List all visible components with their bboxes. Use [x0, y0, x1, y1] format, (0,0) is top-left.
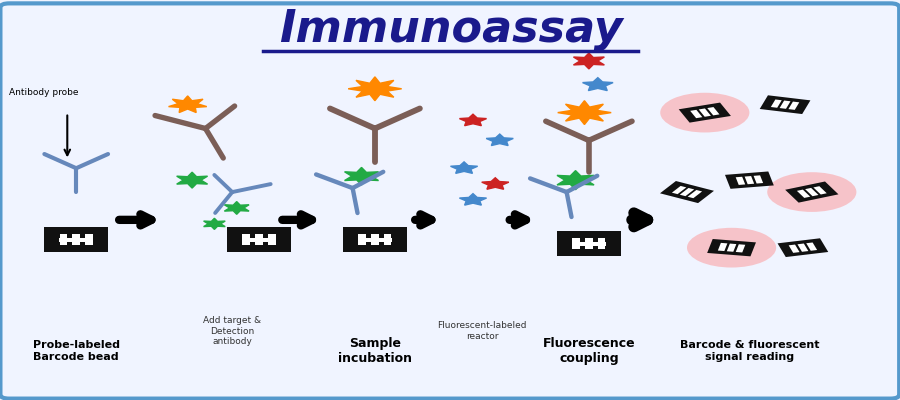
FancyBboxPatch shape	[806, 242, 817, 251]
Polygon shape	[176, 172, 208, 188]
FancyBboxPatch shape	[585, 238, 593, 249]
FancyBboxPatch shape	[806, 188, 818, 196]
Polygon shape	[558, 101, 611, 124]
FancyBboxPatch shape	[242, 234, 250, 245]
Text: Immunoassay: Immunoassay	[279, 8, 623, 51]
FancyBboxPatch shape	[727, 244, 736, 252]
FancyBboxPatch shape	[814, 186, 827, 194]
Polygon shape	[203, 218, 225, 229]
FancyBboxPatch shape	[383, 234, 392, 245]
Polygon shape	[345, 168, 379, 185]
Polygon shape	[459, 114, 487, 126]
Polygon shape	[486, 134, 513, 146]
FancyBboxPatch shape	[797, 244, 808, 252]
FancyBboxPatch shape	[788, 244, 799, 253]
FancyBboxPatch shape	[59, 238, 93, 242]
FancyBboxPatch shape	[572, 238, 580, 249]
FancyBboxPatch shape	[690, 110, 702, 118]
FancyBboxPatch shape	[760, 95, 810, 114]
FancyBboxPatch shape	[779, 100, 790, 109]
FancyBboxPatch shape	[735, 177, 745, 185]
FancyBboxPatch shape	[572, 242, 606, 246]
FancyBboxPatch shape	[358, 238, 392, 242]
Polygon shape	[573, 53, 604, 69]
FancyBboxPatch shape	[256, 234, 263, 245]
Ellipse shape	[661, 93, 750, 132]
Text: Probe-labeled
Barcode bead: Probe-labeled Barcode bead	[32, 340, 120, 362]
FancyBboxPatch shape	[660, 181, 714, 203]
FancyBboxPatch shape	[371, 234, 379, 245]
Polygon shape	[459, 194, 487, 205]
FancyBboxPatch shape	[680, 188, 694, 196]
FancyBboxPatch shape	[227, 228, 291, 252]
Polygon shape	[482, 178, 508, 189]
FancyBboxPatch shape	[86, 234, 93, 245]
FancyBboxPatch shape	[679, 102, 731, 123]
FancyBboxPatch shape	[698, 108, 711, 117]
FancyBboxPatch shape	[778, 238, 828, 257]
Text: Sample
incubation: Sample incubation	[338, 337, 412, 365]
FancyBboxPatch shape	[744, 176, 754, 184]
Text: Fluorescent-labeled
reactor: Fluorescent-labeled reactor	[437, 321, 526, 341]
FancyBboxPatch shape	[796, 190, 810, 198]
FancyBboxPatch shape	[672, 186, 687, 194]
FancyBboxPatch shape	[343, 228, 407, 252]
FancyBboxPatch shape	[688, 190, 702, 198]
FancyBboxPatch shape	[59, 234, 68, 245]
FancyBboxPatch shape	[707, 107, 719, 115]
Text: Antibody probe: Antibody probe	[9, 88, 79, 97]
FancyBboxPatch shape	[268, 234, 275, 245]
Text: Barcode & fluorescent
signal reading: Barcode & fluorescent signal reading	[680, 340, 819, 362]
Polygon shape	[451, 162, 478, 173]
FancyBboxPatch shape	[242, 238, 276, 242]
FancyBboxPatch shape	[557, 232, 621, 256]
FancyBboxPatch shape	[770, 100, 782, 108]
Polygon shape	[582, 78, 613, 90]
Text: Add target &
Detection
antibody: Add target & Detection antibody	[203, 316, 261, 346]
FancyBboxPatch shape	[72, 234, 80, 245]
Text: Fluorescence
coupling: Fluorescence coupling	[543, 337, 635, 365]
Ellipse shape	[767, 172, 857, 212]
Polygon shape	[348, 77, 401, 101]
FancyBboxPatch shape	[358, 234, 366, 245]
FancyBboxPatch shape	[0, 3, 899, 399]
FancyBboxPatch shape	[785, 182, 839, 203]
FancyBboxPatch shape	[44, 228, 108, 252]
FancyBboxPatch shape	[725, 172, 774, 189]
FancyBboxPatch shape	[788, 102, 799, 110]
Polygon shape	[557, 171, 594, 190]
FancyBboxPatch shape	[736, 244, 745, 252]
FancyBboxPatch shape	[598, 238, 606, 249]
FancyBboxPatch shape	[718, 243, 727, 251]
Polygon shape	[168, 96, 207, 112]
FancyBboxPatch shape	[753, 175, 763, 184]
Polygon shape	[224, 202, 249, 214]
FancyBboxPatch shape	[707, 239, 756, 256]
Ellipse shape	[687, 228, 776, 268]
